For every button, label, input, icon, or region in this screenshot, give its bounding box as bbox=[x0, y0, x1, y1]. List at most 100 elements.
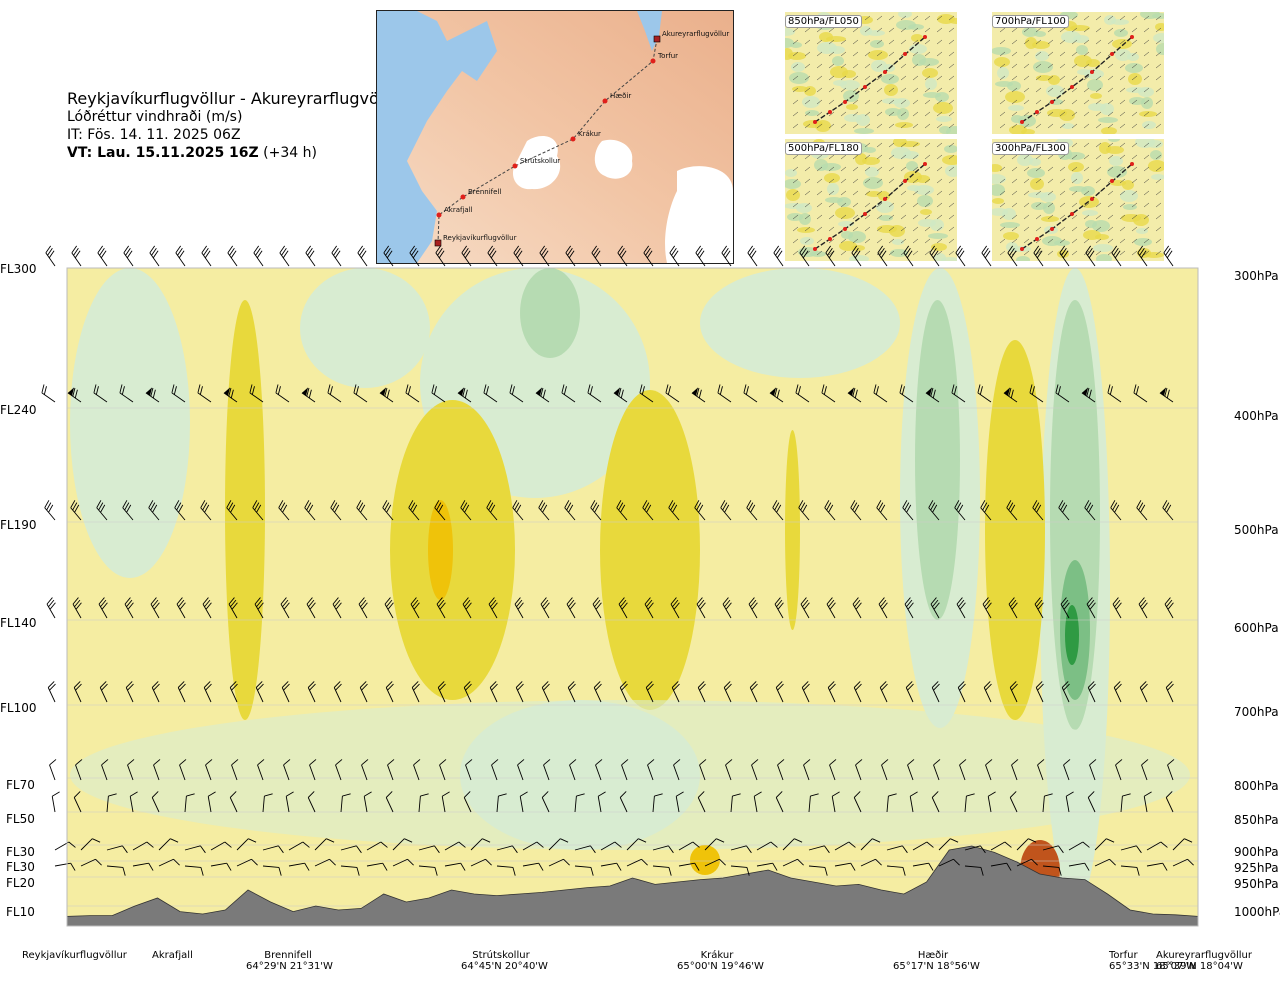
wind-barb bbox=[903, 245, 914, 267]
wind-barb bbox=[513, 245, 524, 267]
barb-feather bbox=[97, 245, 104, 254]
thumb-point bbox=[1090, 197, 1094, 201]
barb-feather bbox=[929, 245, 936, 254]
wind-barb bbox=[652, 865, 672, 876]
wind-barb bbox=[574, 865, 594, 876]
wind-barb bbox=[1006, 500, 1018, 521]
barb-shaft bbox=[236, 838, 249, 851]
barb-shaft bbox=[1172, 838, 1185, 851]
y-right-tick: 900hPa bbox=[1234, 845, 1279, 859]
barb-feather bbox=[229, 681, 237, 688]
barb-feather bbox=[646, 599, 653, 608]
barb-feather bbox=[1062, 599, 1069, 608]
thumbnail-850[interactable]: 850hPa/FL050 bbox=[785, 12, 957, 134]
wind-barb bbox=[1003, 387, 1018, 403]
thumb-barb bbox=[1119, 123, 1126, 129]
thumb-barb bbox=[936, 226, 943, 232]
barb-feather bbox=[517, 759, 525, 766]
barb-feather bbox=[673, 602, 680, 610]
barb-feather bbox=[810, 793, 819, 797]
thumb-barb bbox=[912, 190, 919, 196]
barb-shaft bbox=[145, 392, 160, 403]
barb-feather bbox=[719, 386, 723, 395]
thumb-contour bbox=[1025, 37, 1037, 49]
barb-shaft bbox=[491, 764, 498, 781]
barb-feather bbox=[205, 683, 212, 691]
barb-shaft bbox=[626, 838, 639, 851]
barb-feather bbox=[540, 597, 547, 605]
barb-feather bbox=[178, 504, 184, 513]
barb-feather bbox=[230, 599, 237, 608]
barb-feather bbox=[668, 867, 672, 876]
thumb-barb bbox=[1047, 87, 1054, 93]
thumb-barb bbox=[924, 111, 931, 117]
thumb-barb bbox=[1047, 202, 1054, 208]
map-place-label: Torfur bbox=[657, 52, 678, 60]
thumb-barb bbox=[936, 75, 943, 81]
thumb-contour bbox=[992, 164, 1002, 172]
thumb-barb bbox=[948, 27, 955, 33]
barb-feather bbox=[1065, 791, 1074, 797]
barb-feather bbox=[647, 683, 654, 691]
barb-feather bbox=[281, 681, 289, 688]
barb-feather bbox=[854, 389, 858, 399]
barb-feather bbox=[877, 245, 884, 254]
thumb-barb bbox=[1047, 123, 1054, 129]
barb-feather bbox=[569, 602, 576, 610]
thumb-contour bbox=[1101, 127, 1117, 134]
thumb-contour bbox=[827, 183, 839, 195]
thumb-barb bbox=[852, 226, 859, 232]
wind-barb bbox=[153, 759, 161, 781]
thumbnail-700[interactable]: 700hPa/FL100 bbox=[992, 12, 1164, 134]
thumb-contour bbox=[1076, 45, 1088, 55]
wind-barb bbox=[158, 858, 180, 867]
barb-feather bbox=[126, 250, 133, 259]
barb-shaft bbox=[285, 796, 290, 813]
thumb-barb bbox=[1047, 75, 1054, 81]
wind-barb bbox=[73, 681, 82, 703]
barb-shaft bbox=[853, 797, 862, 813]
barb-feather bbox=[282, 599, 289, 608]
wind-barb bbox=[618, 597, 628, 619]
thumb-barb bbox=[1131, 226, 1138, 232]
thumb-point bbox=[1110, 179, 1114, 183]
wind-barb bbox=[359, 681, 368, 703]
thumb-barb bbox=[1071, 166, 1078, 172]
barb-feather bbox=[906, 250, 913, 259]
barb-feather bbox=[641, 858, 648, 866]
thumb-barb bbox=[1131, 142, 1138, 148]
barb-feather bbox=[722, 502, 728, 511]
thumb-barb bbox=[1071, 51, 1078, 57]
location-coord: 65°17'N 18°56'W bbox=[893, 961, 980, 972]
wind-barb bbox=[743, 384, 758, 403]
barb-feather bbox=[800, 502, 806, 511]
barb-shaft bbox=[41, 392, 56, 403]
thumb-contour bbox=[1098, 117, 1118, 123]
barb-feather bbox=[46, 502, 52, 511]
thumb-barb bbox=[912, 39, 919, 45]
thumbnail-300[interactable]: 300hPa/FL300 bbox=[992, 139, 1164, 261]
barb-feather bbox=[202, 597, 209, 605]
thumb-barb bbox=[816, 63, 823, 69]
thumb-barb bbox=[852, 27, 859, 33]
wind-barb bbox=[826, 597, 836, 619]
thumb-barb bbox=[816, 99, 823, 105]
wind-barb bbox=[964, 845, 986, 854]
thumb-barb bbox=[1107, 190, 1114, 196]
barb-feather bbox=[645, 248, 651, 256]
barb-feather bbox=[724, 599, 731, 608]
barb-shaft bbox=[730, 845, 747, 851]
thumb-barb bbox=[912, 75, 919, 81]
barb-feather bbox=[1187, 858, 1194, 866]
thumbnail-500[interactable]: 500hPa/FL180 bbox=[785, 139, 957, 261]
barb-feather bbox=[1010, 389, 1014, 399]
thumb-barb bbox=[876, 202, 883, 208]
thumb-contour bbox=[803, 120, 823, 128]
thumb-barb bbox=[948, 166, 955, 172]
barb-feather bbox=[1060, 597, 1067, 605]
barb-feather bbox=[665, 384, 669, 393]
barb-feather bbox=[382, 862, 388, 871]
thumb-barb bbox=[1023, 87, 1030, 93]
location-name: Krákur bbox=[700, 950, 734, 961]
wind-barb bbox=[358, 597, 368, 619]
